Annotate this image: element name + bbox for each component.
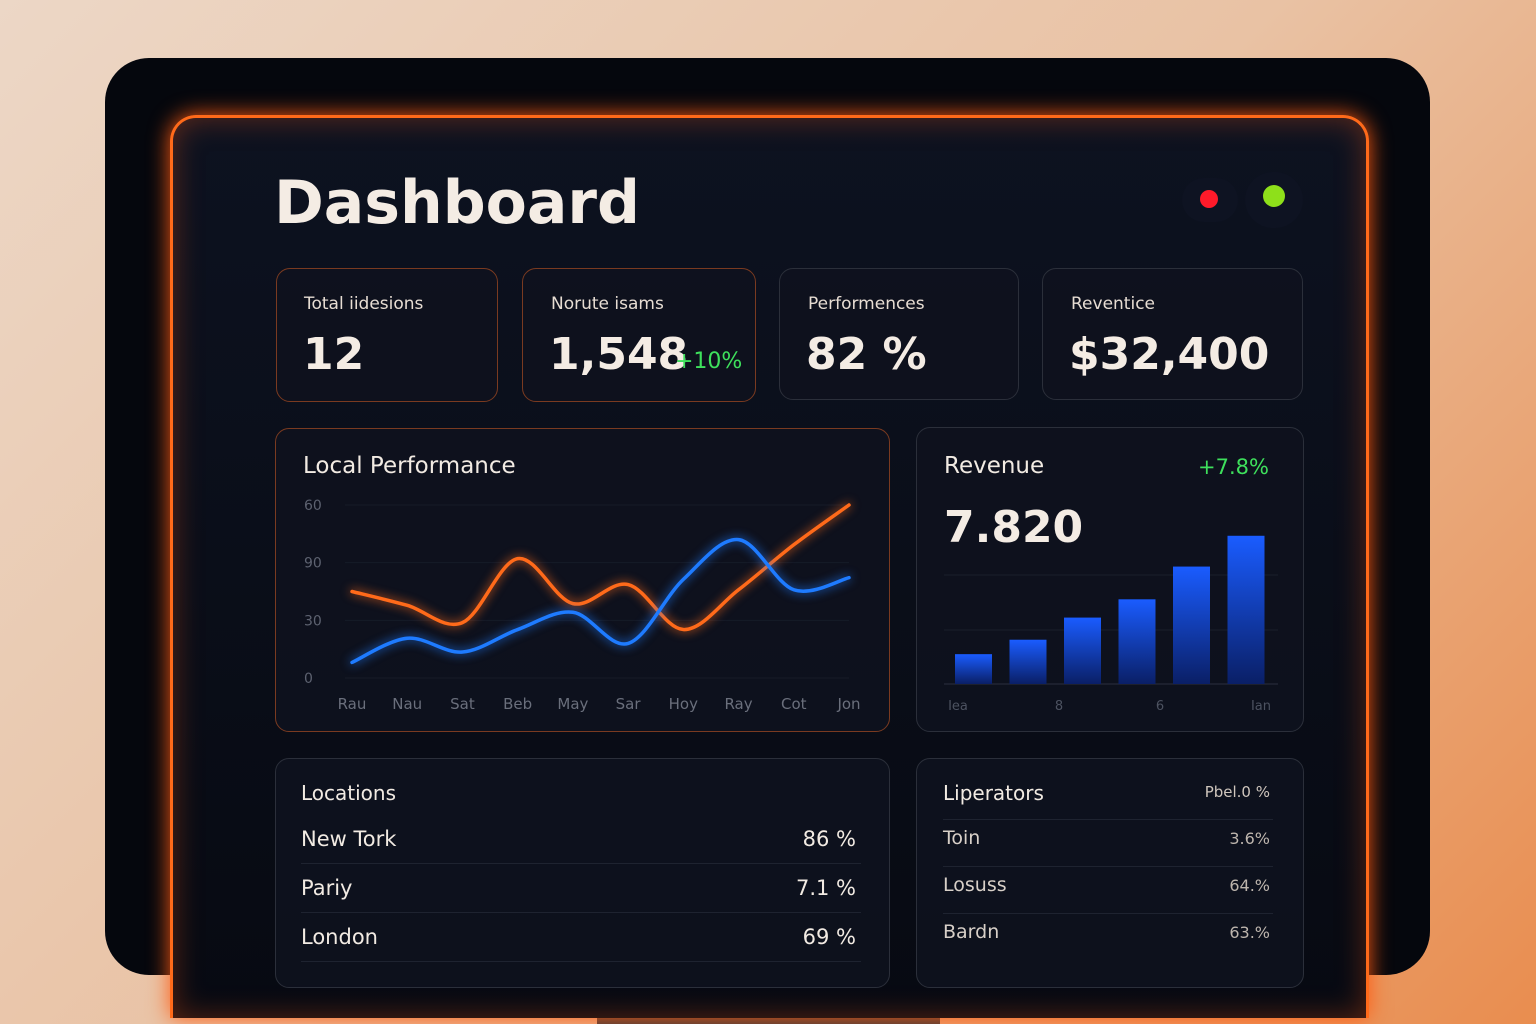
kpi-label: Norute isams [551, 294, 664, 314]
row-label: Bardn [943, 921, 1000, 943]
row-label: Toin [943, 827, 981, 849]
status-red[interactable] [1182, 178, 1238, 222]
bar-card: Revenue +7.8% 7.820 [916, 427, 1304, 732]
kpi-value: 1,548 [549, 329, 689, 380]
kpi-change: +10% [675, 349, 743, 374]
cutoff [105, 975, 1430, 1024]
card-title: Liperators [943, 781, 1044, 805]
row-value: 7.1 % [795, 876, 856, 900]
row-label: Losuss [943, 874, 1007, 896]
change: +7.8% [1198, 455, 1269, 479]
kpi-value: $32,400 [1069, 329, 1270, 380]
row-value: 69 % [802, 925, 856, 949]
row-divider [301, 863, 861, 864]
card-title: Revenue [944, 453, 1045, 479]
row-divider [301, 961, 861, 962]
line-card: Local Performance [275, 428, 890, 732]
row-label: New Tork [301, 827, 397, 851]
kpi-label: Reventice [1071, 294, 1155, 314]
row-label: Pariy [301, 876, 353, 900]
row-value: 86 % [802, 827, 856, 851]
value: 7.820 [944, 502, 1084, 553]
kpi-value: 82 % [806, 329, 927, 380]
locations-card: Locations New Tork 86 % Pariy 7.1 % London 69 … [275, 758, 890, 988]
row-value: 3.6% [1229, 829, 1270, 848]
kpi-value: 12 [303, 329, 365, 380]
row-value: 64.% [1229, 876, 1270, 895]
row-divider [301, 912, 861, 913]
card-title: Local Performance [303, 453, 516, 479]
header-value: Pbel.0 % [1204, 783, 1270, 801]
kpi-label: Performences [808, 294, 925, 314]
kpi-card: Performences 82 % [779, 268, 1019, 400]
operators-card: Liperators Pbel.0 % Toin 3.6% Losuss 64.% Bard… [916, 758, 1304, 988]
row-value: 63.% [1229, 923, 1270, 942]
card-title: Locations [301, 781, 397, 805]
kpi-label: Total iidesions [304, 294, 424, 314]
kpi-card: Total iidesions 12 [276, 268, 498, 402]
row-divider [943, 866, 1273, 867]
row-divider [943, 819, 1273, 820]
row-label: London [301, 925, 378, 949]
kpi-card: Reventice $32,400 [1042, 268, 1303, 400]
row-divider [943, 913, 1273, 914]
kpi-card: Norute isams 1,548 +10% [522, 268, 756, 402]
title: Dashboard [274, 168, 640, 238]
avatar[interactable] [1245, 172, 1303, 228]
